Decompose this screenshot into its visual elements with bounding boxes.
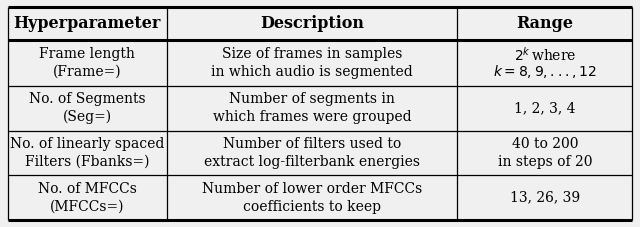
Text: No. of Segments
(Seg=): No. of Segments (Seg=) — [29, 92, 146, 124]
Text: Number of filters used to
extract log-filterbank energies: Number of filters used to extract log-fi… — [204, 137, 420, 169]
Text: Number of segments in
which frames were grouped: Number of segments in which frames were … — [213, 92, 412, 124]
Text: $2^k\!$ where: $2^k\!$ where — [514, 45, 576, 63]
Text: Range: Range — [516, 15, 573, 32]
Text: 40 to 200
in steps of 20: 40 to 200 in steps of 20 — [498, 137, 592, 169]
Text: Frame length
(Frame=): Frame length (Frame=) — [40, 47, 135, 79]
Text: Description: Description — [260, 15, 364, 32]
Text: Hyperparameter: Hyperparameter — [13, 15, 161, 32]
Text: 13, 26, 39: 13, 26, 39 — [510, 191, 580, 205]
Text: No. of MFCCs
(MFCCs=): No. of MFCCs (MFCCs=) — [38, 182, 137, 214]
Text: 1, 2, 3, 4: 1, 2, 3, 4 — [514, 101, 575, 115]
Text: Size of frames in samples
in which audio is segmented: Size of frames in samples in which audio… — [211, 47, 413, 79]
Text: No. of linearly spaced
Filters (Fbanks=): No. of linearly spaced Filters (Fbanks=) — [10, 137, 164, 169]
Text: Number of lower order MFCCs
coefficients to keep: Number of lower order MFCCs coefficients… — [202, 182, 422, 214]
Text: $k = 8, 9, ..., 12$: $k = 8, 9, ..., 12$ — [493, 63, 596, 80]
